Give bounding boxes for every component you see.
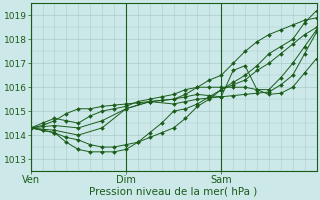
X-axis label: Pression niveau de la mer( hPa ): Pression niveau de la mer( hPa ) xyxy=(90,187,258,197)
